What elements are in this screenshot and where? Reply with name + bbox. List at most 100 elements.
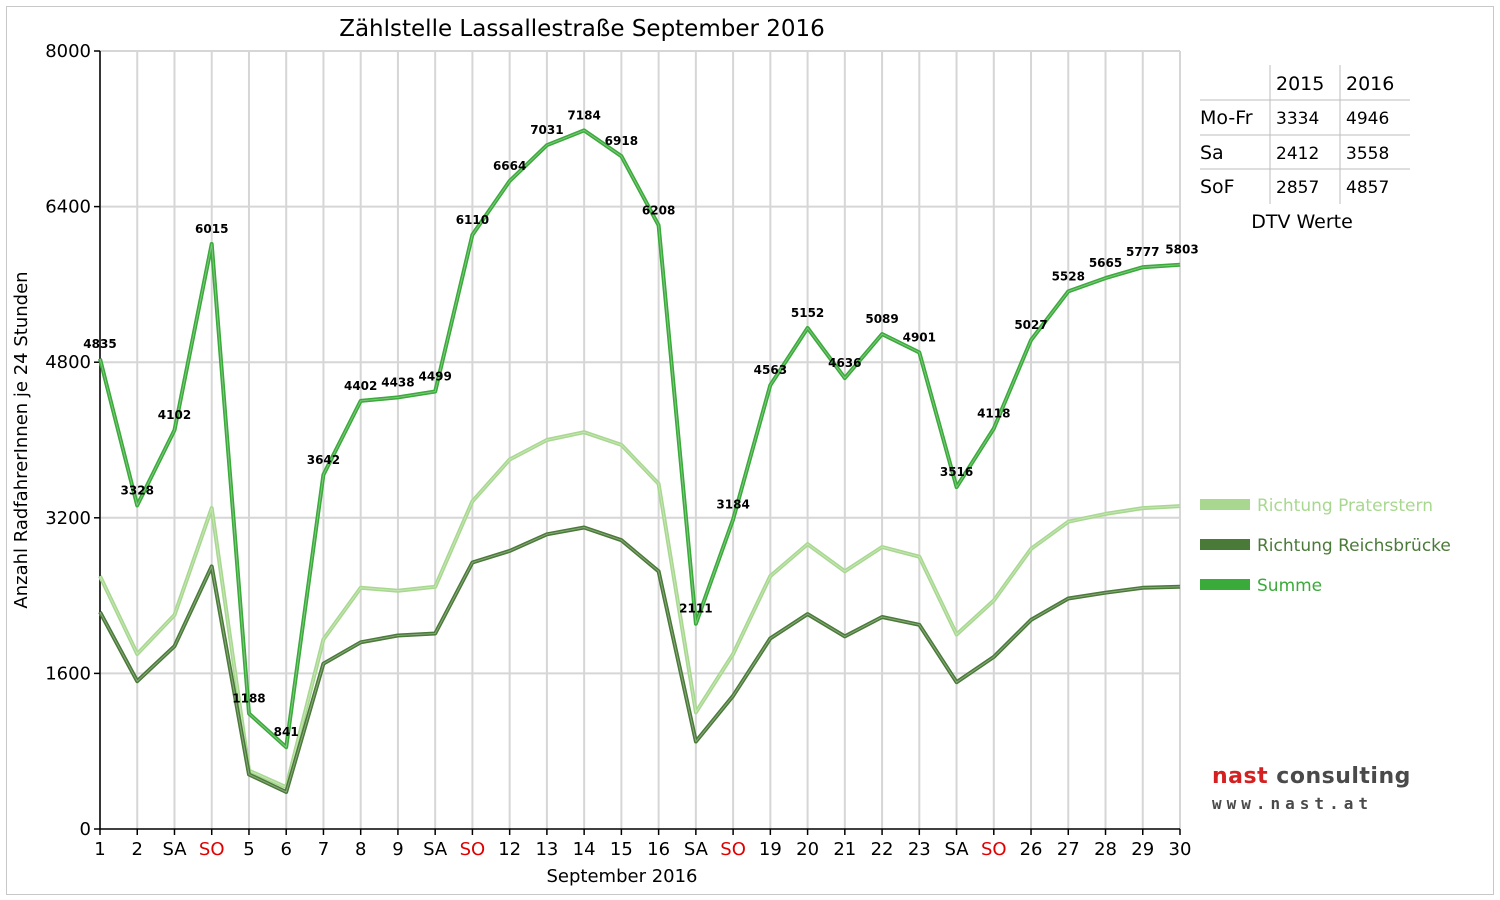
x-tick-label: SA [945, 839, 970, 860]
dtv-table: 2015 2016 Mo-Fr 3334 4946 Sa 2412 3558 SoF 2857 48… [1200, 65, 1410, 233]
x-tick-label: SA [162, 839, 187, 860]
series-line [98, 128, 1181, 750]
x-tick-label: 5 [243, 839, 254, 860]
x-tick-label: 22 [871, 839, 894, 860]
x-tick-label: SO [460, 839, 486, 860]
data-label: 6664 [493, 159, 526, 173]
logo: nast consulting www.nast.at [1200, 750, 1443, 825]
data-label: 4636 [828, 356, 861, 370]
x-tick-label: 6 [280, 839, 291, 860]
x-tick-label: SA [684, 839, 709, 860]
x-tick-label: 26 [1020, 839, 1043, 860]
data-label: 4499 [418, 369, 451, 383]
data-label: 7031 [530, 123, 563, 137]
data-label: 3516 [940, 465, 973, 479]
data-label: 5089 [865, 312, 898, 326]
table-cell: 3558 [1346, 144, 1389, 164]
table-cell: 4857 [1346, 178, 1389, 198]
logo-consulting: consulting [1276, 764, 1411, 789]
legend-swatch [1200, 499, 1250, 510]
data-label: 5027 [1014, 318, 1047, 332]
x-tick-label: SA [423, 839, 448, 860]
x-tick-label: 2 [132, 839, 143, 860]
legend: Richtung Praterstern Richtung Reichsbrück… [1200, 496, 1451, 596]
data-label: 5803 [1165, 243, 1198, 257]
x-tick-label: 9 [392, 839, 403, 860]
x-tick-label: 13 [535, 839, 558, 860]
table-cell: 2857 [1276, 178, 1319, 198]
x-tick-label: 1 [94, 839, 105, 860]
data-label: 4438 [381, 375, 414, 389]
y-tick-label: 0 [80, 819, 91, 840]
chart-title: Zählstelle Lassallestraße September 2016 [339, 16, 825, 42]
x-tick-label: 7 [318, 839, 329, 860]
x-tick-label: SO [720, 839, 746, 860]
table-cell: SoF [1200, 176, 1235, 198]
data-label: 5152 [791, 306, 824, 320]
data-label: 1188 [232, 691, 265, 705]
x-tick-label: 19 [759, 839, 782, 860]
y-tick-label: 8000 [45, 41, 91, 62]
grid-layer [99, 50, 1181, 829]
y-axis-label: Anzahl RadfahrerInnen je 24 Stunden [11, 271, 32, 608]
x-axis-label: September 2016 [546, 866, 697, 887]
x-tick-label: SO [199, 839, 225, 860]
x-tick-label: 29 [1131, 839, 1154, 860]
series-line-highlight [99, 431, 1181, 788]
data-label: 3328 [121, 483, 154, 497]
x-tick-label: 28 [1094, 839, 1117, 860]
x-tick-label: 8 [355, 839, 366, 860]
data-label: 4102 [158, 408, 191, 422]
series-layer [98, 128, 1181, 794]
data-label: 4118 [977, 407, 1010, 421]
logo-wordmark: nast consulting [1212, 764, 1411, 789]
data-label: 3184 [716, 497, 749, 511]
series-line [98, 525, 1181, 794]
data-label: 7184 [567, 108, 600, 122]
data-label: 4402 [344, 379, 377, 393]
x-tick-label: 16 [647, 839, 670, 860]
x-tick-label: 12 [498, 839, 521, 860]
table-cell: 4946 [1346, 109, 1389, 129]
table-cell: Sa [1200, 142, 1224, 164]
x-tick-label: 27 [1057, 839, 1080, 860]
data-label: 5665 [1089, 256, 1122, 270]
table-cell: 2412 [1276, 144, 1319, 164]
table-header-cell: 2016 [1346, 73, 1394, 95]
data-labels-layer: 4835 3328 4102 6015 1188 841 3642 4402 4438 4499 6… [83, 108, 1198, 739]
data-label: 5528 [1052, 269, 1085, 283]
data-label: 841 [274, 725, 299, 739]
y-tick-label: 6400 [45, 197, 91, 218]
data-label: 2111 [679, 602, 712, 616]
data-label: 5777 [1126, 245, 1159, 259]
data-label: 4563 [754, 363, 787, 377]
y-tick-label: 4800 [45, 352, 91, 373]
x-tick-label: 14 [573, 839, 596, 860]
table-cell: Mo-Fr [1200, 107, 1253, 129]
x-tick-label: 20 [796, 839, 819, 860]
table-cell: 3334 [1276, 109, 1319, 129]
x-tick-label: 23 [908, 839, 931, 860]
data-label: 4835 [83, 337, 116, 351]
series-line-highlight [99, 129, 1181, 748]
legend-swatch [1200, 579, 1250, 590]
data-label: 3642 [307, 453, 340, 467]
logo-nast: nast [1212, 764, 1269, 789]
x-tick-label: 21 [833, 839, 856, 860]
legend-label: Richtung Reichsbrücke [1257, 536, 1451, 556]
series-line-highlight [99, 527, 1181, 793]
data-label: 6015 [195, 222, 228, 236]
chart-frame [6, 6, 1494, 895]
legend-label: Summe [1257, 576, 1322, 596]
x-tick-label: 30 [1169, 839, 1192, 860]
y-tick-label: 3200 [45, 508, 91, 529]
legend-swatch [1200, 539, 1250, 550]
data-label: 6208 [642, 203, 675, 217]
table-caption: DTV Werte [1251, 211, 1353, 233]
data-label: 6918 [605, 134, 638, 148]
table-header-cell: 2015 [1276, 73, 1324, 95]
data-label: 6110 [456, 213, 489, 227]
logo-url: www.nast.at [1212, 794, 1373, 813]
